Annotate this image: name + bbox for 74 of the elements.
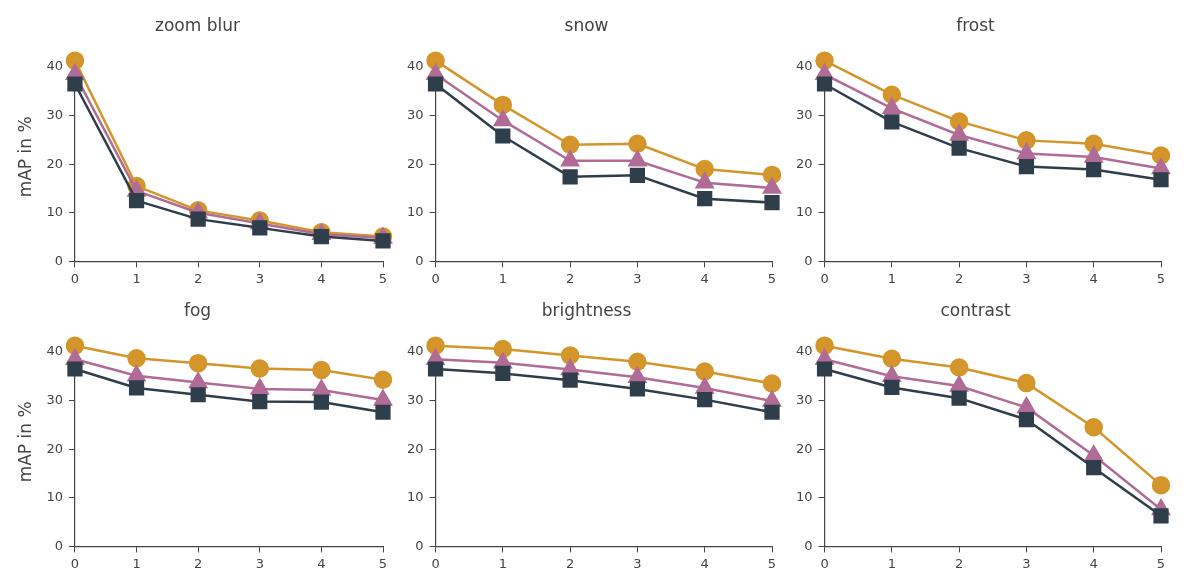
y-tick-label: 0 <box>804 252 813 268</box>
y-tick-label: 10 <box>407 489 424 505</box>
chart-title: snow <box>564 14 609 35</box>
chart-title: contrast <box>940 299 1011 320</box>
x-tick-label: 2 <box>565 270 575 286</box>
y-axis-title: mAP in % <box>14 116 35 198</box>
x-tick-label: 1 <box>887 270 896 286</box>
x-tick-label: 1 <box>498 270 507 286</box>
x-tick-label: 3 <box>633 270 642 286</box>
y-axis-title: mAP in % <box>14 401 35 483</box>
y-tick-label: 40 <box>46 58 63 74</box>
y-tick-label: 0 <box>54 252 63 268</box>
x-tick-label: 0 <box>431 555 440 571</box>
y-tick-label: 20 <box>796 155 813 171</box>
y-tick-label: 40 <box>46 343 63 359</box>
x-tick-label: 4 <box>317 270 326 286</box>
x-tick-label: 2 <box>954 555 964 571</box>
y-tick-label: 0 <box>804 537 813 553</box>
y-tick-label: 40 <box>407 58 424 74</box>
x-tick-label: 1 <box>132 270 141 286</box>
y-tick-label: 30 <box>407 106 424 122</box>
x-tick-label: 1 <box>887 555 896 571</box>
y-tick-label: 10 <box>796 204 813 220</box>
x-tick-label: 3 <box>255 270 264 286</box>
y-tick-label: 10 <box>46 204 63 220</box>
x-tick-label: 4 <box>317 555 326 571</box>
x-tick-label: 2 <box>954 270 964 286</box>
y-tick-label: 30 <box>407 391 424 407</box>
x-tick-label: 1 <box>498 555 507 571</box>
x-tick-label: 3 <box>633 555 642 571</box>
x-tick-label: 3 <box>1022 555 1031 571</box>
y-tick-label: 0 <box>54 537 63 553</box>
y-tick-label: 40 <box>796 343 813 359</box>
x-tick-label: 5 <box>1156 270 1166 286</box>
x-tick-label: 2 <box>565 555 575 571</box>
x-tick-label: 4 <box>700 555 709 571</box>
x-tick-label: 0 <box>431 270 440 286</box>
y-tick-label: 0 <box>415 252 424 268</box>
x-tick-label: 4 <box>1089 270 1098 286</box>
x-tick-label: 0 <box>70 270 80 286</box>
y-tick-label: 30 <box>46 391 63 407</box>
x-tick-label: 3 <box>1022 270 1031 286</box>
x-tick-label: 5 <box>767 555 777 571</box>
x-tick-label: 5 <box>378 270 388 286</box>
y-tick-label: 20 <box>796 440 813 456</box>
x-tick-label: 5 <box>1156 555 1166 571</box>
y-tick-label: 30 <box>796 391 813 407</box>
x-tick-label: 0 <box>820 555 829 571</box>
x-tick-label: 0 <box>70 555 80 571</box>
x-tick-label: 5 <box>767 270 777 286</box>
y-tick-label: 30 <box>796 106 813 122</box>
y-tick-label: 40 <box>407 343 424 359</box>
y-tick-label: 40 <box>796 58 813 74</box>
y-tick-label: 20 <box>407 155 424 171</box>
x-tick-label: 2 <box>194 555 203 571</box>
x-tick-label: 1 <box>132 555 141 571</box>
x-tick-label: 5 <box>378 555 388 571</box>
y-tick-label: 20 <box>46 440 63 456</box>
y-tick-label: 10 <box>46 489 63 505</box>
x-tick-label: 4 <box>1089 555 1098 571</box>
y-tick-label: 10 <box>407 204 424 220</box>
y-tick-label: 0 <box>415 537 424 553</box>
x-tick-label: 4 <box>700 270 709 286</box>
y-tick-label: 20 <box>46 155 63 171</box>
chart-title: zoom blur <box>155 14 240 35</box>
y-tick-label: 30 <box>46 106 63 122</box>
chart-title: fog <box>183 299 212 320</box>
x-tick-label: 3 <box>255 555 264 571</box>
y-tick-label: 20 <box>407 440 424 456</box>
chart-title: frost <box>956 14 996 35</box>
x-tick-label: 2 <box>194 270 203 286</box>
x-tick-label: 0 <box>820 270 829 286</box>
y-tick-label: 10 <box>796 489 813 505</box>
chart-title: brightness <box>541 299 632 320</box>
